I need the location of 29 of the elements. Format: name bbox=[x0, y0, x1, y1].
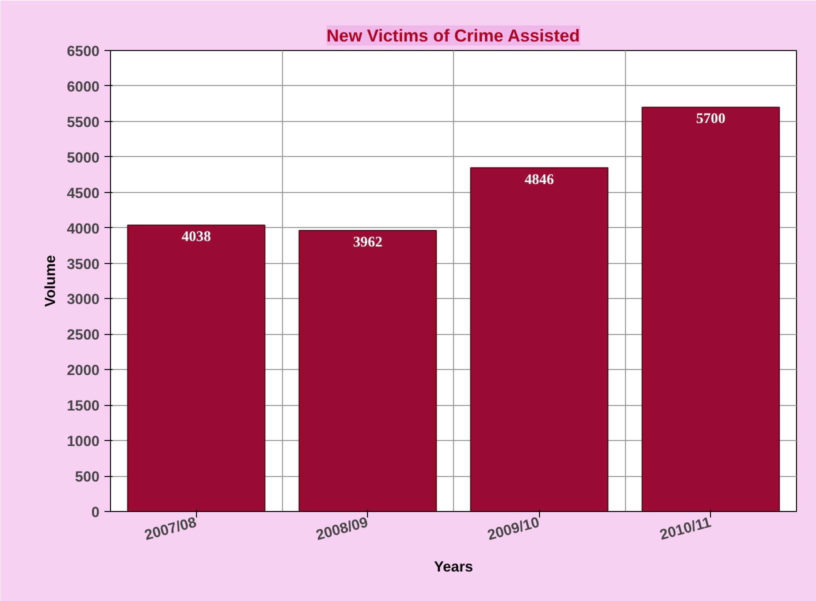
y-axis-title: Volume bbox=[42, 255, 59, 307]
x-tick-label: 2009/10 bbox=[486, 514, 542, 544]
data-label: 4038 bbox=[182, 229, 211, 246]
y-tick-label: 2000 bbox=[66, 363, 100, 380]
x-tick-label: 2008/09 bbox=[314, 514, 370, 544]
data-label: 3962 bbox=[353, 234, 382, 251]
y-tick-label: 500 bbox=[75, 470, 100, 486]
data-label: 5700 bbox=[696, 111, 726, 128]
x-tick-label: 2007/08 bbox=[143, 514, 198, 544]
bar bbox=[642, 106, 780, 512]
data-label: 4846 bbox=[524, 172, 554, 188]
x-axis-title: Years bbox=[434, 560, 474, 576]
bar bbox=[298, 230, 437, 512]
x-tick-label: 2010/11 bbox=[658, 514, 713, 544]
bar bbox=[127, 224, 266, 512]
y-tick-label: 5500 bbox=[66, 114, 100, 131]
y-tick-label: 2500 bbox=[66, 328, 100, 344]
y-tick-label: 5000 bbox=[66, 150, 100, 166]
y-tick-label: 0 bbox=[91, 505, 100, 521]
y-tick-label: 3000 bbox=[66, 292, 100, 308]
y-tick-label: 1000 bbox=[66, 434, 100, 450]
chart-title: New Victims of Crime Assisted bbox=[326, 26, 580, 46]
bar bbox=[470, 167, 608, 512]
y-tick-label: 6000 bbox=[66, 79, 100, 96]
y-tick-label: 4500 bbox=[66, 186, 100, 202]
y-tick-label: 1500 bbox=[66, 398, 100, 415]
y-tick-label: 4000 bbox=[66, 221, 100, 238]
y-tick-label: 6500 bbox=[66, 44, 100, 60]
y-tick-label: 3500 bbox=[66, 256, 100, 273]
